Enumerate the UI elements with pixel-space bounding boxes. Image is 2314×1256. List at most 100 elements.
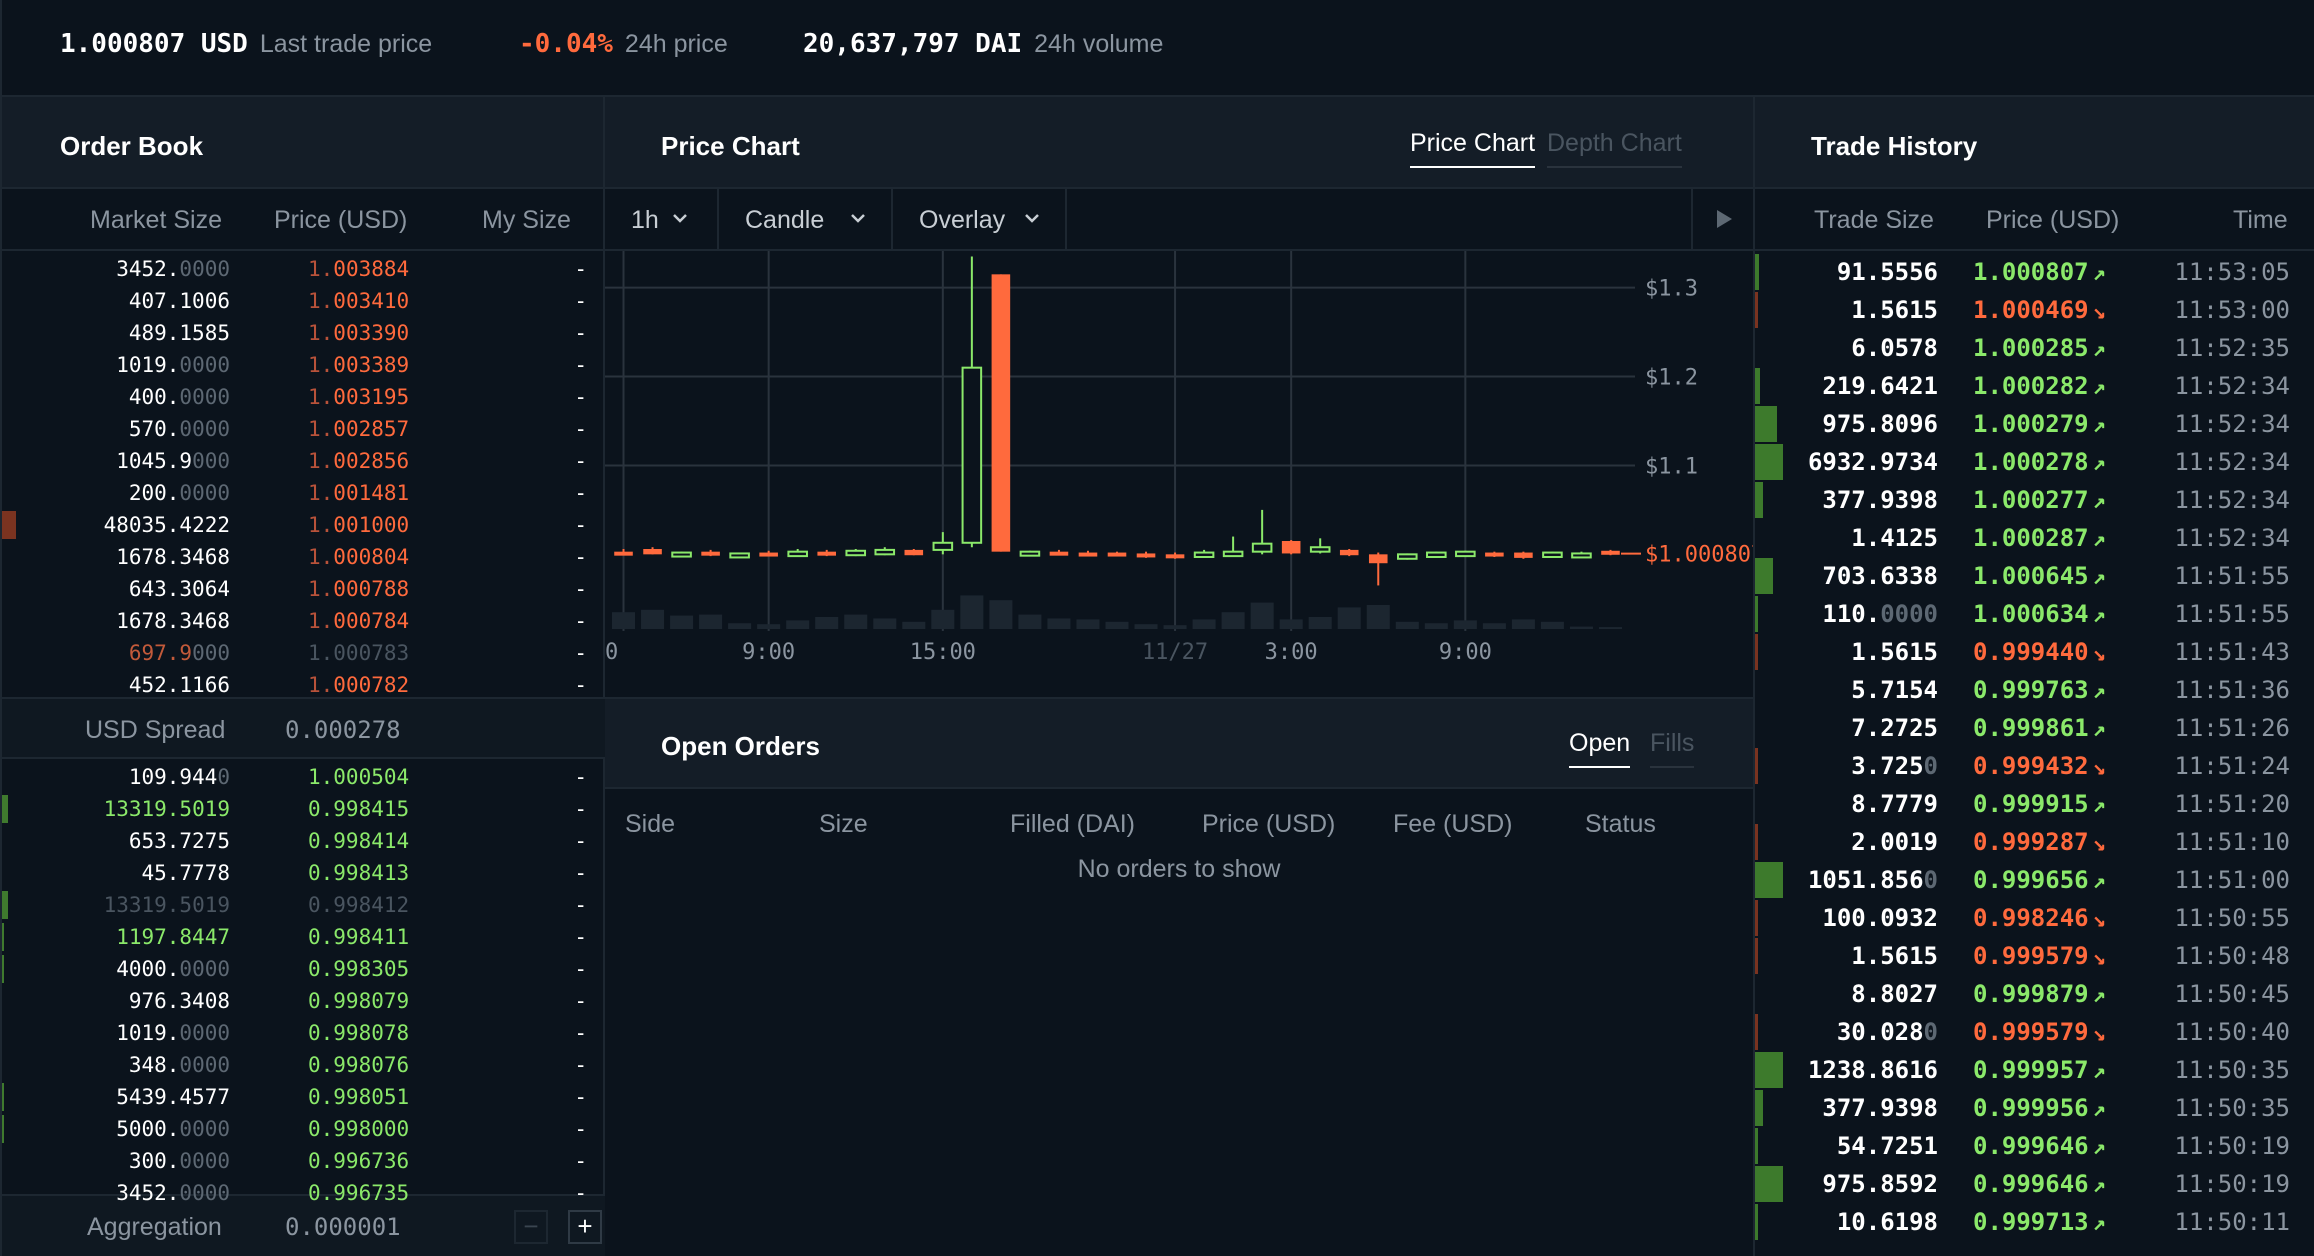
bid-row[interactable]: 1019.0000 0.998078 - (2, 1017, 605, 1049)
ask-row[interactable]: 400.0000 1.003195 - (2, 381, 605, 413)
ask-price-main: 003884 (333, 257, 410, 281)
trade-row[interactable]: 1238.8616 0.999957 ↗ 11:50:35 (1755, 1051, 2314, 1089)
bid-my-size: - (574, 1021, 587, 1045)
depth-bar (1755, 900, 1758, 936)
candle-body (1078, 552, 1098, 557)
trade-price-main: 999956 (2001, 1094, 2089, 1122)
ask-row[interactable]: 200.0000 1.001481 - (2, 477, 605, 509)
trade-row[interactable]: 91.5556 1.000807 ↗ 11:53:05 (1755, 253, 2314, 291)
trade-price-dim: 1. (1973, 562, 2002, 590)
tab-price-chart[interactable]: Price Chart (1410, 129, 1536, 168)
ask-row[interactable]: 452.1166 1.000782 - (2, 669, 605, 701)
trade-row[interactable]: 1051.8560 0.999656 ↗ 11:51:00 (1755, 861, 2314, 899)
bid-row[interactable]: 653.7275 0.998414 - (2, 825, 605, 857)
bid-row[interactable]: 13319.5019 0.998415 - (2, 793, 605, 825)
arrow-up-right-icon: ↗ (2092, 679, 2106, 704)
chart-type-dropdown[interactable]: Candle (719, 189, 893, 251)
ask-row[interactable]: 643.3064 1.000788 - (2, 573, 605, 605)
aggregation-decrease-button[interactable]: − (514, 1210, 548, 1244)
trade-price-dim: 1. (1973, 600, 2002, 628)
trade-price-main: 000277 (2001, 486, 2089, 514)
trade-row[interactable]: 5.7154 0.999763 ↗ 11:51:36 (1755, 671, 2314, 709)
candle-body (1514, 552, 1533, 558)
ask-row[interactable]: 407.1006 1.003410 - (2, 285, 605, 317)
trade-row[interactable]: 8.7779 0.999915 ↗ 11:51:20 (1755, 785, 2314, 823)
trade-price-main: 000807 (2001, 258, 2089, 286)
trade-row[interactable]: 10.6198 0.999713 ↗ 11:50:11 (1755, 1203, 2314, 1241)
overlay-dropdown[interactable]: Overlay (893, 189, 1067, 251)
trade-row[interactable]: 30.0280 0.999579 ↘ 11:50:40 (1755, 1013, 2314, 1051)
trade-row[interactable]: 1.5615 1.000469 ↘ 11:53:00 (1755, 291, 2314, 329)
candle-body (1049, 551, 1069, 556)
trade-size-main: 1238.8616 (1807, 1056, 1938, 1084)
ask-size: 1045.9000 (116, 449, 230, 473)
trade-row[interactable]: 975.8096 1.000279 ↗ 11:52:34 (1755, 405, 2314, 443)
trade-row[interactable]: 377.9398 1.000277 ↗ 11:52:34 (1755, 481, 2314, 519)
bid-row[interactable]: 4000.0000 0.998305 - (2, 953, 605, 985)
ask-price-main: 002857 (333, 417, 410, 441)
trade-row[interactable]: 8.8027 0.999879 ↗ 11:50:45 (1755, 975, 2314, 1013)
depth-bar (2, 1115, 4, 1143)
ask-row[interactable]: 1045.9000 1.002856 - (2, 445, 605, 477)
ask-row[interactable]: 1019.0000 1.003389 - (2, 349, 605, 381)
bid-price-main: 0.998413 (308, 861, 410, 885)
trade-row[interactable]: 54.7251 0.999646 ↗ 11:50:19 (1755, 1127, 2314, 1165)
play-button[interactable] (1691, 189, 1753, 251)
bid-row[interactable]: 976.3408 0.998079 - (2, 985, 605, 1017)
aggregation-increase-button[interactable]: + (568, 1210, 602, 1244)
bid-row[interactable]: 109.9440 1.000504 - (2, 761, 605, 793)
bid-row[interactable]: 300.0000 0.996736 - (2, 1145, 605, 1177)
ask-size: 643.3064 (129, 577, 230, 601)
tab-depth-chart[interactable]: Depth Chart (1547, 129, 1682, 168)
candle-body (1107, 552, 1127, 557)
trade-row[interactable]: 1.5615 0.999440 ↘ 11:51:43 (1755, 633, 2314, 671)
trade-row[interactable]: 110.0000 1.000634 ↗ 11:51:55 (1755, 595, 2314, 633)
trade-row[interactable]: 3.7250 0.999432 ↘ 11:51:24 (1755, 747, 2314, 785)
trade-size-main: 703.6338 (1822, 562, 1938, 590)
trade-row[interactable]: 1.4125 1.000287 ↗ 11:52:34 (1755, 519, 2314, 557)
bid-row[interactable]: 3452.0000 0.996735 - (2, 1177, 605, 1209)
volume-bar (1134, 624, 1158, 629)
bid-row[interactable]: 348.0000 0.998076 - (2, 1049, 605, 1081)
trade-row[interactable]: 219.6421 1.000282 ↗ 11:52:34 (1755, 367, 2314, 405)
trade-row[interactable]: 100.0932 0.998246 ↘ 11:50:55 (1755, 899, 2314, 937)
candlestick-chart[interactable]: $1.3 $1.2 $1.1 $1.000807 0 9:00 15:00 11/27 3:00… (605, 251, 1753, 695)
interval-dropdown[interactable]: 1h (605, 189, 719, 251)
trade-row[interactable]: 7.2725 0.999861 ↗ 11:51:26 (1755, 709, 2314, 747)
trade-row[interactable]: 2.0019 0.999287 ↘ 11:51:10 (1755, 823, 2314, 861)
bid-row[interactable]: 5000.0000 0.998000 - (2, 1113, 605, 1145)
bid-row[interactable]: 1197.8447 0.998411 - (2, 921, 605, 953)
ask-row[interactable]: 1678.3468 1.000804 - (2, 541, 605, 573)
trade-price-dim: 0. (1973, 1018, 2002, 1046)
ask-row[interactable]: 489.1585 1.003390 - (2, 317, 605, 349)
trade-row[interactable]: 1.5615 0.999579 ↘ 11:50:48 (1755, 937, 2314, 975)
bid-size: 348.0000 (129, 1053, 230, 1077)
trade-row[interactable]: 377.9398 0.999956 ↗ 11:50:35 (1755, 1089, 2314, 1127)
bid-row[interactable]: 5439.4577 0.998051 - (2, 1081, 605, 1113)
price-chart-title: Price Chart (661, 131, 800, 161)
ask-row[interactable]: 570.0000 1.002857 - (2, 413, 605, 445)
trade-price-main: 999440 (2001, 638, 2089, 666)
trade-price: 0.999579 ↘ (1973, 1018, 2106, 1046)
bid-row[interactable]: 13319.5019 0.998412 - (2, 889, 605, 921)
tab-fills[interactable]: Fills (1650, 729, 1695, 768)
tab-open[interactable]: Open (1569, 729, 1631, 768)
ask-row[interactable]: 3452.0000 1.003884 - (2, 253, 605, 285)
ask-size: 1678.3468 (116, 545, 230, 569)
trade-row[interactable]: 6.0578 1.000285 ↗ 11:52:35 (1755, 329, 2314, 367)
ask-row[interactable]: 48035.4222 1.001000 - (2, 509, 605, 541)
bid-size: 300.0000 (129, 1149, 230, 1173)
ask-size: 400.0000 (129, 385, 230, 409)
arrow-down-right-icon: ↘ (2092, 831, 2106, 856)
trade-row[interactable]: 703.6338 1.000645 ↗ 11:51:55 (1755, 557, 2314, 595)
trade-row[interactable]: 6932.9734 1.000278 ↗ 11:52:34 (1755, 443, 2314, 481)
ask-row[interactable]: 1678.3468 1.000784 - (2, 605, 605, 637)
bid-row[interactable]: 45.7778 0.998413 - (2, 857, 605, 889)
volume-bar (931, 609, 955, 629)
trade-size-main: 100.0932 (1822, 904, 1938, 932)
ask-row[interactable]: 697.9000 1.000783 - (2, 637, 605, 669)
price-chart-header: Price Chart Price Chart Depth Chart (605, 97, 1753, 189)
trade-row[interactable]: 975.8592 0.999646 ↗ 11:50:19 (1755, 1165, 2314, 1203)
bid-size-main: 13319.5019 (103, 797, 230, 821)
volume-bar (1047, 618, 1071, 629)
